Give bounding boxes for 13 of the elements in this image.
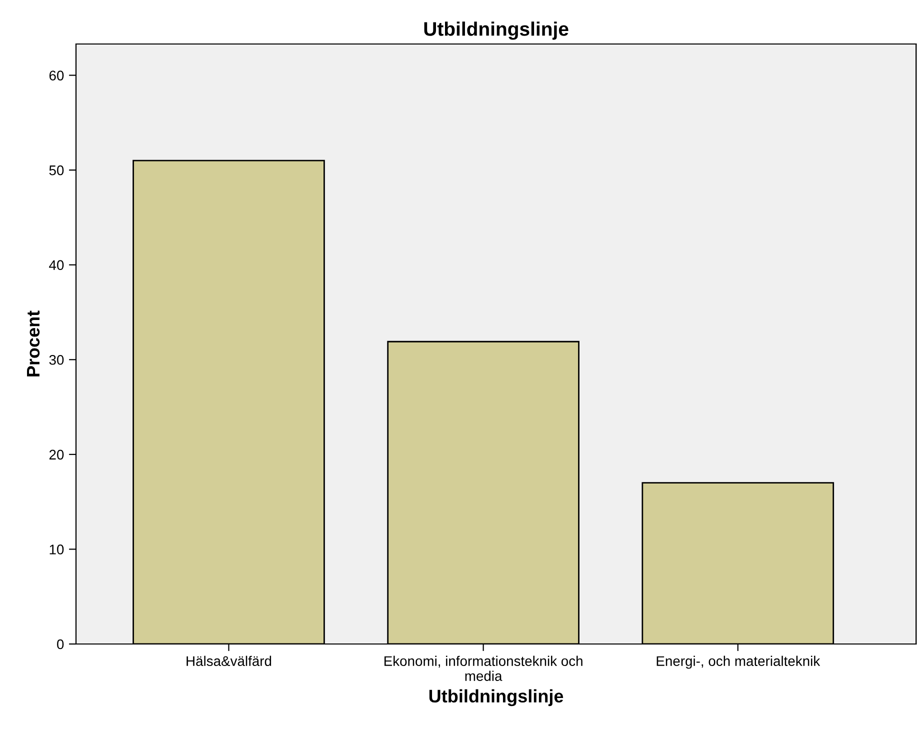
y-tick-label: 0: [57, 639, 64, 650]
y-tick-label: 50: [49, 165, 64, 176]
y-axis-title: Procent: [27, 310, 40, 376]
y-tick-label: 30: [49, 354, 64, 365]
y-tick-label: 20: [49, 450, 64, 460]
y-tick-label: 10: [50, 544, 64, 554]
x-tick-label: Ekonomi, informationsteknik och media: [384, 656, 582, 681]
y-tick-label: 40: [49, 260, 64, 270]
y-tick-label: 60: [49, 70, 64, 80]
x-tick-label: Hälsa&välfärd: [186, 656, 272, 666]
chart-title: Utbildningslinje: [424, 22, 568, 40]
x-tick-label: Energi-, och materialteknik: [656, 656, 820, 669]
x-axis-title: Utbildningslinje: [429, 689, 564, 706]
